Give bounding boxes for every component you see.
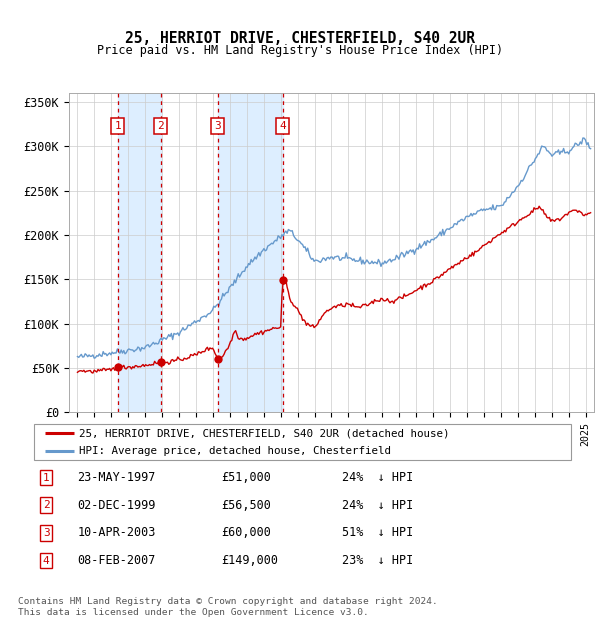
Text: 24%  ↓ HPI: 24% ↓ HPI xyxy=(342,498,413,511)
Text: 2: 2 xyxy=(157,121,164,131)
Bar xyxy=(118,93,161,412)
Text: 23-MAY-1997: 23-MAY-1997 xyxy=(77,471,155,484)
Text: 4: 4 xyxy=(43,556,50,565)
Text: 25, HERRIOT DRIVE, CHESTERFIELD, S40 2UR (detached house): 25, HERRIOT DRIVE, CHESTERFIELD, S40 2UR… xyxy=(79,428,449,438)
Text: Price paid vs. HM Land Registry's House Price Index (HPI): Price paid vs. HM Land Registry's House … xyxy=(97,45,503,57)
Text: 24%  ↓ HPI: 24% ↓ HPI xyxy=(342,471,413,484)
Text: 51%  ↓ HPI: 51% ↓ HPI xyxy=(342,526,413,539)
Text: 08-FEB-2007: 08-FEB-2007 xyxy=(77,554,155,567)
Text: £149,000: £149,000 xyxy=(221,554,278,567)
Text: HPI: Average price, detached house, Chesterfield: HPI: Average price, detached house, Ches… xyxy=(79,446,391,456)
Text: 25, HERRIOT DRIVE, CHESTERFIELD, S40 2UR: 25, HERRIOT DRIVE, CHESTERFIELD, S40 2UR xyxy=(125,31,475,46)
Text: 02-DEC-1999: 02-DEC-1999 xyxy=(77,498,155,511)
Text: 1: 1 xyxy=(115,121,121,131)
Text: This data is licensed under the Open Government Licence v3.0.: This data is licensed under the Open Gov… xyxy=(18,608,369,617)
Text: £56,500: £56,500 xyxy=(221,498,271,511)
Text: 4: 4 xyxy=(279,121,286,131)
Text: Contains HM Land Registry data © Crown copyright and database right 2024.: Contains HM Land Registry data © Crown c… xyxy=(18,597,438,606)
Text: 23%  ↓ HPI: 23% ↓ HPI xyxy=(342,554,413,567)
Bar xyxy=(218,93,283,412)
Text: £60,000: £60,000 xyxy=(221,526,271,539)
Text: 1: 1 xyxy=(43,472,50,482)
Text: 3: 3 xyxy=(214,121,221,131)
Text: 3: 3 xyxy=(43,528,50,538)
Text: 2: 2 xyxy=(43,500,50,510)
Text: £51,000: £51,000 xyxy=(221,471,271,484)
FancyBboxPatch shape xyxy=(34,425,571,460)
Text: 10-APR-2003: 10-APR-2003 xyxy=(77,526,155,539)
